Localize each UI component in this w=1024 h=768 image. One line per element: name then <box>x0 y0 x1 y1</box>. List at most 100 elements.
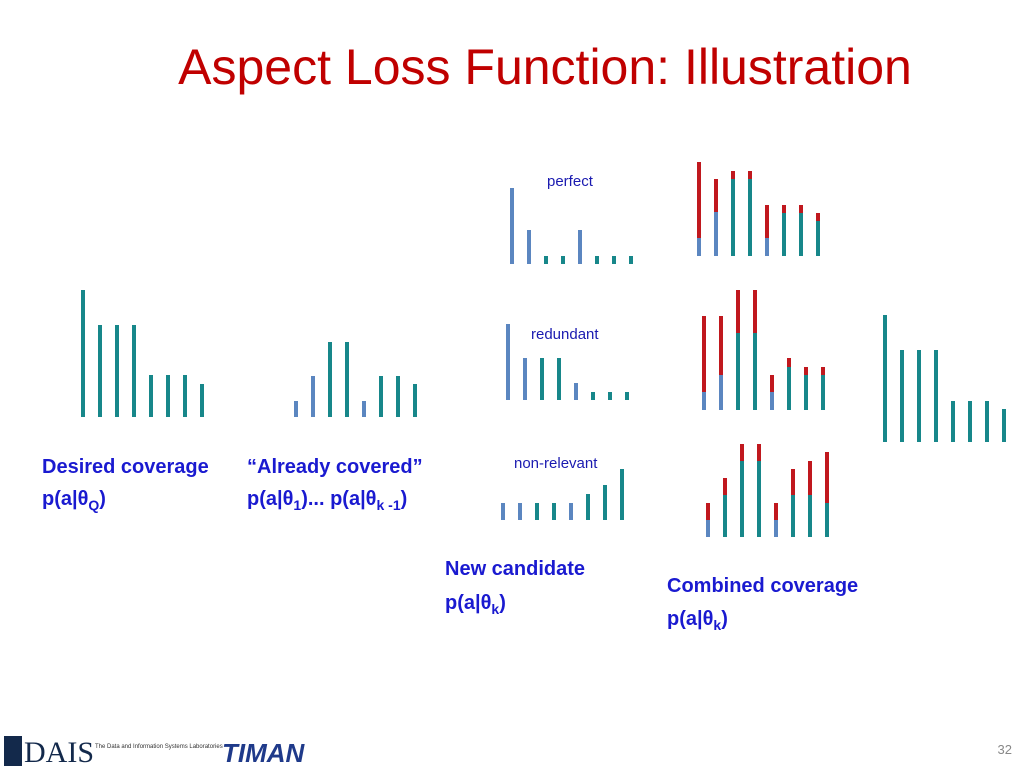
bar <box>736 333 740 410</box>
bar <box>825 503 829 537</box>
candidate-type: perfect <box>547 173 594 190</box>
covered-label: “Already covered” <box>247 456 423 478</box>
bar <box>770 375 774 392</box>
formula-sub: k <box>491 601 499 617</box>
formula-sub: 1 <box>293 497 301 513</box>
bar <box>595 256 599 264</box>
bar <box>740 444 744 461</box>
lab-name: The Data and Information Systems Laborat… <box>95 744 223 750</box>
bar <box>723 495 727 537</box>
bar <box>413 384 417 417</box>
bar <box>765 238 769 256</box>
bar <box>625 392 629 400</box>
bar <box>900 350 904 442</box>
bar <box>821 367 825 375</box>
bar <box>787 367 791 410</box>
bar <box>294 401 298 417</box>
slide-title: Aspect Loss Function: Illustration <box>178 39 912 95</box>
bar <box>612 256 616 264</box>
logo2: TIMAN <box>222 738 306 768</box>
bar <box>753 333 757 410</box>
formula-part: )... p(a|θ <box>301 488 376 510</box>
formula-sub: Q <box>88 497 99 513</box>
bar <box>748 179 752 256</box>
bar <box>816 221 820 256</box>
bar <box>561 256 565 264</box>
logo: DAIS <box>24 736 94 768</box>
formula-part: p(a|θ <box>445 592 491 614</box>
bar <box>821 375 825 410</box>
bar <box>714 179 718 212</box>
bar <box>379 376 383 417</box>
formula-part: p(a|θ <box>667 608 713 630</box>
bar <box>740 461 744 537</box>
desired-label: Desired coverage <box>42 456 209 478</box>
bar <box>985 401 989 442</box>
bar <box>506 324 510 400</box>
formula-part: ) <box>99 488 106 510</box>
bar <box>149 375 153 417</box>
bar <box>719 316 723 375</box>
bar <box>791 469 795 495</box>
bar <box>787 358 791 367</box>
bar <box>1002 409 1006 442</box>
bar <box>757 444 761 461</box>
bar <box>557 358 561 400</box>
bar <box>591 392 595 400</box>
bar <box>697 162 701 238</box>
bar <box>731 179 735 256</box>
bar <box>115 325 119 417</box>
formula-sub: k -1 <box>377 497 401 513</box>
bar <box>883 315 887 442</box>
bar <box>518 503 522 520</box>
bar <box>544 256 548 264</box>
bar <box>569 503 573 520</box>
bar <box>825 452 829 503</box>
bar <box>552 503 556 520</box>
page-number: 32 <box>998 742 1012 757</box>
combined-formula: p(a|θk) <box>667 608 728 633</box>
bar <box>799 205 803 213</box>
bar <box>132 325 136 417</box>
bar <box>917 350 921 442</box>
bar <box>540 358 544 400</box>
logo-mark <box>4 736 22 766</box>
bar <box>328 342 332 417</box>
bar <box>345 342 349 417</box>
formula-part: ) <box>721 608 728 630</box>
bar <box>510 188 514 264</box>
formula-part: ) <box>401 488 408 510</box>
formula-part: p(a|θ <box>42 488 88 510</box>
bar <box>782 213 786 256</box>
bar <box>396 376 400 417</box>
bar <box>501 503 505 520</box>
bar <box>702 392 706 410</box>
bar <box>362 401 366 417</box>
candidate-formula: p(a|θk) <box>445 592 506 617</box>
bar <box>603 485 607 520</box>
bar <box>748 171 752 179</box>
bar <box>719 375 723 410</box>
bar <box>804 375 808 410</box>
desired-formula: p(a|θQ) <box>42 488 106 513</box>
bar <box>200 384 204 417</box>
candidate-type: non-relevant <box>514 455 598 472</box>
bar <box>586 494 590 520</box>
bar <box>714 212 718 256</box>
bar <box>620 469 624 520</box>
bar <box>770 392 774 410</box>
bar <box>574 383 578 400</box>
bar <box>702 316 706 392</box>
bar <box>706 503 710 520</box>
bar <box>736 290 740 333</box>
formula-sub: k <box>713 617 721 633</box>
bar <box>757 461 761 537</box>
combined-label: Combined coverage <box>667 575 858 597</box>
bar <box>629 256 633 264</box>
bar <box>951 401 955 442</box>
bar <box>608 392 612 400</box>
bar <box>723 478 727 495</box>
bar <box>98 325 102 417</box>
bar <box>527 230 531 264</box>
